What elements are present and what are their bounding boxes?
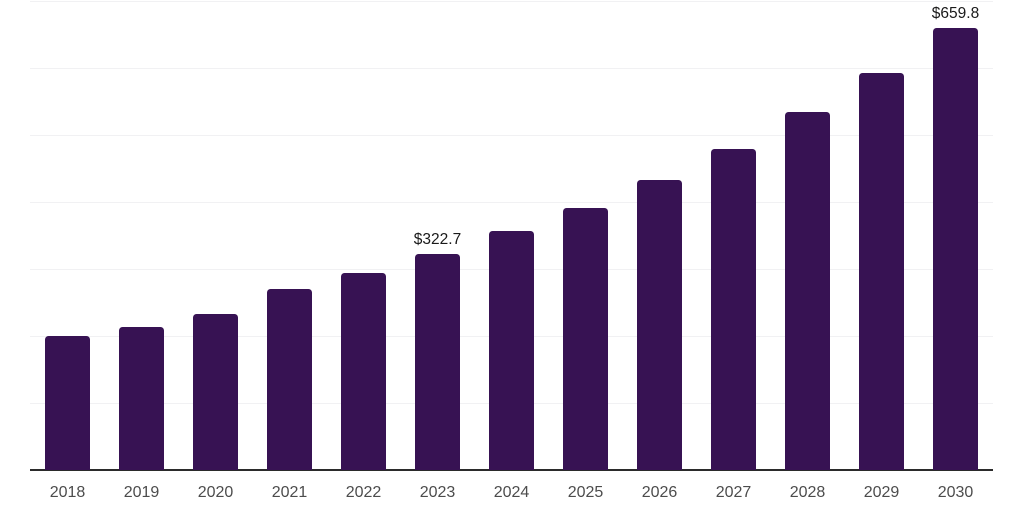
- gridline: [30, 0, 993, 2]
- bar-column: [489, 231, 534, 470]
- x-tick-label: 2024: [493, 484, 530, 501]
- gridline: [30, 201, 993, 203]
- x-axis-line: [30, 469, 993, 471]
- bar-column: [341, 273, 386, 470]
- x-tick-label: 2026: [641, 484, 678, 501]
- x-tick-label: 2021: [271, 484, 308, 501]
- x-tick-label: 2020: [197, 484, 234, 501]
- x-tick-label: 2030: [937, 484, 974, 501]
- bar-2025[interactable]: [563, 207, 608, 470]
- bar-2023[interactable]: [415, 253, 460, 470]
- bar-column: [193, 313, 238, 470]
- bar-2026[interactable]: [637, 179, 682, 470]
- gridline: [30, 134, 993, 136]
- bar-2022[interactable]: [341, 273, 386, 470]
- bar-2020[interactable]: [193, 313, 238, 470]
- bar-column: [785, 111, 830, 470]
- x-tick-label: 2023: [419, 484, 456, 501]
- bar-value-label: $322.7: [413, 231, 462, 249]
- bar-column: [267, 289, 312, 470]
- bar-column: [45, 336, 90, 470]
- x-tick-label: 2025: [567, 484, 604, 501]
- x-tick-label: 2018: [49, 484, 86, 501]
- bar-2029[interactable]: [859, 72, 904, 470]
- x-tick-label: 2019: [123, 484, 160, 501]
- bar-2027[interactable]: [711, 148, 756, 470]
- bar-column: [637, 179, 682, 470]
- plot-area: $322.7 $659.8: [30, 0, 993, 471]
- bar-2018[interactable]: [45, 336, 90, 470]
- bar-2021[interactable]: [267, 289, 312, 470]
- bar-column: [119, 327, 164, 470]
- bar-column: [563, 207, 608, 470]
- bar-value-label: $659.8: [931, 5, 980, 23]
- bar-2030[interactable]: [933, 27, 978, 470]
- bar-column: $322.7: [413, 231, 462, 470]
- gridline: [30, 67, 993, 69]
- bar-column: [711, 148, 756, 470]
- x-tick-label: 2022: [345, 484, 382, 501]
- bar-track: $322.7 $659.8: [45, 1, 980, 470]
- x-axis-labels: 2018 2019 2020 2021 2022 2023 2024 2025 2026 2027…: [30, 484, 993, 502]
- bar-column: [859, 72, 904, 470]
- bar-column: $659.8: [931, 5, 980, 470]
- bar-2028[interactable]: [785, 111, 830, 470]
- x-tick-label: 2029: [863, 484, 900, 501]
- bar-2024[interactable]: [489, 231, 534, 470]
- x-tick-label: 2028: [789, 484, 826, 501]
- x-tick-label: 2027: [715, 484, 752, 501]
- bar-2019[interactable]: [119, 327, 164, 470]
